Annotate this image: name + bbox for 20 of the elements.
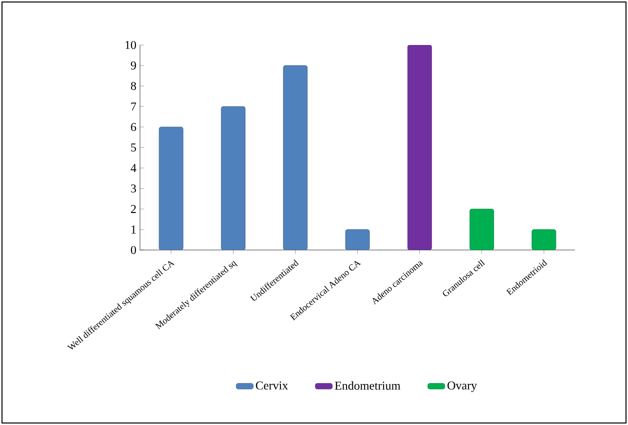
y-tick-label: 1 [132, 226, 136, 234]
legend-label: Cervix [256, 381, 288, 390]
y-tick-label: 8 [130, 82, 136, 90]
y-tick-label: 10 [126, 40, 136, 50]
bar [283, 65, 308, 250]
bar [532, 229, 556, 250]
y-tick-label: 5 [131, 144, 136, 152]
y-tick-label: 3 [131, 184, 136, 193]
y-tick-label: 2 [131, 205, 136, 213]
legend-label: Ovary [448, 381, 477, 392]
y-tick-label: 0 [130, 246, 136, 254]
y-tick-label: 4 [130, 164, 136, 172]
legend-label: Endometrium [334, 381, 400, 390]
y-tick-label: 7 [131, 102, 136, 110]
bar [158, 126, 184, 250]
bar [470, 208, 494, 250]
y-tick-label: 6 [130, 122, 136, 132]
bar [221, 106, 246, 250]
bar [345, 229, 370, 250]
y-tick-label: 9 [130, 61, 136, 70]
